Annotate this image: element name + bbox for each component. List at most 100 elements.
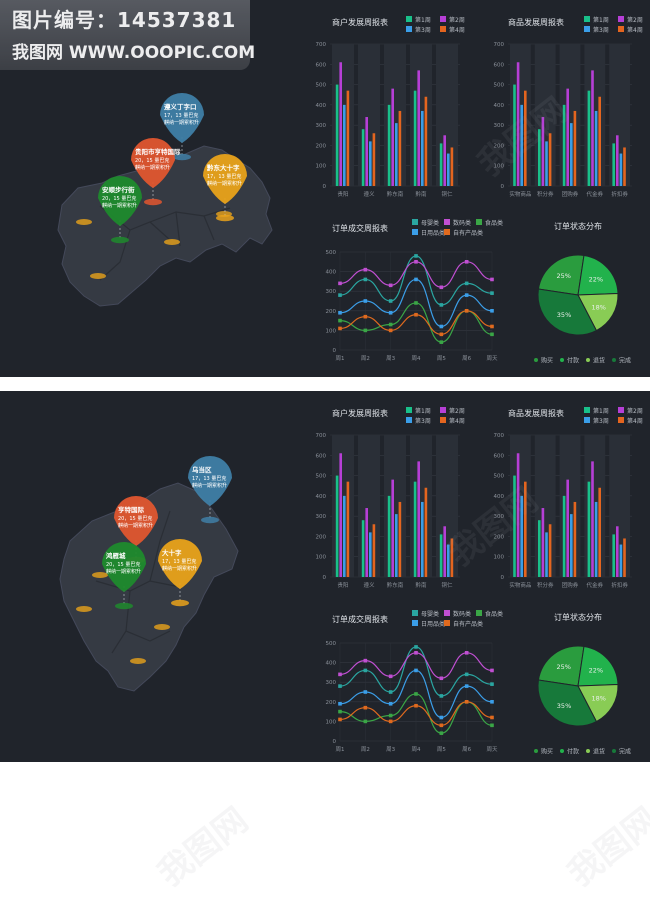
p2-product-bar [538, 520, 541, 577]
p2-merchant-bar [447, 544, 450, 577]
p1-orders-point [338, 310, 342, 315]
p1-orders-legend-swatch [476, 219, 482, 225]
p1-orders-point [490, 332, 494, 337]
p2-orders-xtick: 周3 [386, 746, 396, 753]
p2-orders-point [464, 700, 469, 704]
p2-orders-point [439, 694, 444, 698]
p2-product-bar [520, 495, 523, 577]
p2-pin-detail: 20，15 量巴克 [118, 515, 152, 522]
p2-merchant-xtick: 黔东南 [387, 581, 404, 589]
p2-orders-point [464, 684, 469, 688]
p1-orders-legend-label: 数码类 [453, 219, 471, 227]
p2-merchant-bar [417, 461, 420, 577]
p2-product-bar [619, 544, 623, 577]
p2-merchant-bar [395, 514, 398, 577]
p2-status-slice-label: 22% [589, 667, 603, 675]
p2-orders-ytick: 100 [326, 719, 337, 725]
p2-merchant-title: 商户发展周报表 [332, 408, 388, 418]
p1-merchant-xtick: 贵阳 [337, 190, 348, 198]
p1-product-ytick: 700 [494, 42, 505, 48]
p2-product-legend-swatch [618, 407, 624, 413]
p2-orders-ytick: 0 [333, 739, 337, 745]
p1-orders-point [439, 303, 444, 307]
p1-product-ytick: 200 [494, 143, 505, 149]
p2-pin-base [201, 516, 219, 524]
p2-product-xtick: 实物商品 [509, 581, 532, 589]
p1-orders-ytick: 200 [326, 309, 337, 315]
p2-product-bar [524, 481, 527, 577]
p1-product-legend-label: 第3周 [593, 26, 609, 34]
p2-orders-point [490, 682, 494, 686]
p1-pin-base [111, 236, 129, 244]
p2-merchant-xtick: 贵阳 [337, 581, 348, 589]
p1-orders-point [388, 283, 393, 288]
id-banner: 图片编号：14537381 我图网 WWW.OOOPIC.COM [0, 0, 255, 70]
p1-map-pin [160, 93, 204, 143]
p1-merchant-bar [450, 147, 454, 186]
p1-status-slice-label: 18% [592, 304, 606, 312]
p2-product-legend-swatch [584, 417, 590, 423]
p1-product-bar [612, 143, 615, 186]
p2-orders-legend-label: 母婴类 [421, 610, 439, 618]
p2-status-slice [577, 645, 619, 687]
p2-pin-title: 鸿雁城 [106, 551, 126, 560]
p1-orders-point [414, 254, 418, 258]
p2-orders-point [464, 672, 469, 677]
p2-status-legend-label: 付款 [567, 748, 579, 756]
p1-product-bar [538, 129, 541, 186]
p2-product-bar [623, 538, 626, 577]
p1-product-ytick: 300 [494, 123, 505, 129]
watermark-4: 我图网 [560, 800, 650, 895]
p2-status-slice-label: 35% [557, 702, 571, 710]
p1-product-bar [594, 110, 598, 186]
p2-status-legend-swatch [534, 749, 538, 753]
p1-product-bar [598, 96, 601, 186]
p2-merchant-ytick: 600 [316, 453, 327, 459]
p1-status-legend-label: 退货 [593, 357, 605, 365]
p1-pin-title: 黔东大十字 [207, 163, 240, 172]
p1-product-legend-swatch [618, 16, 624, 22]
p2-merchant-bar [424, 487, 428, 577]
p1-product-bar [516, 62, 520, 186]
p2-merchant-legend-swatch [406, 417, 412, 423]
p2-location-dot [130, 658, 146, 664]
p1-orders-legend-swatch [412, 219, 418, 225]
p1-product-legend-swatch [618, 26, 624, 32]
p1-product-legend-label: 第2周 [627, 16, 643, 24]
p1-merchant-bar [361, 129, 365, 186]
p1-product-bar [591, 70, 594, 186]
p2-status-slice-label: 25% [557, 663, 571, 671]
panel-gap [0, 377, 650, 391]
p1-pin-title: 安顺步行街 [102, 185, 135, 194]
p2-merchant-bar [339, 453, 342, 577]
p2-product-ytick: 300 [494, 514, 505, 520]
p2-orders-point [338, 684, 342, 688]
p1-product-xtick: 团购券 [562, 190, 579, 198]
p2-orders-point [490, 668, 494, 673]
p2-product-bar [566, 479, 569, 577]
p1-merchant-ytick: 400 [316, 103, 327, 109]
p1-orders-point [464, 281, 469, 286]
dashboard-panel-2: 乌当区 17，13 量巴克 麒纳一期累积升 亨特国际 20，15 量巴克 麒纳一期累积升大… [0, 391, 650, 762]
p1-district-border [203, 215, 215, 241]
p1-merchant-bar [372, 133, 376, 186]
p2-product-bar [545, 532, 548, 577]
p2-product-ytick: 500 [494, 474, 505, 480]
p1-merchant-bar [421, 110, 424, 186]
p1-product-ytick: 400 [494, 103, 505, 109]
p2-product-bar [562, 495, 566, 577]
p2-product-legend-label: 第4周 [627, 417, 643, 425]
p1-orders-point [439, 324, 444, 329]
p1-merchant-legend-swatch [406, 26, 412, 32]
p1-orders-xtick: 周6 [462, 355, 472, 362]
p1-merchant-ytick: 300 [316, 123, 327, 129]
p1-status-legend-swatch [534, 358, 538, 362]
p2-orders-ytick: 300 [326, 680, 337, 686]
p2-merchant-legend-label: 第1周 [415, 407, 431, 415]
p1-orders-xtick: 周5 [437, 355, 447, 362]
p1-product-legend-swatch [584, 16, 590, 22]
p1-orders-point [388, 310, 393, 315]
